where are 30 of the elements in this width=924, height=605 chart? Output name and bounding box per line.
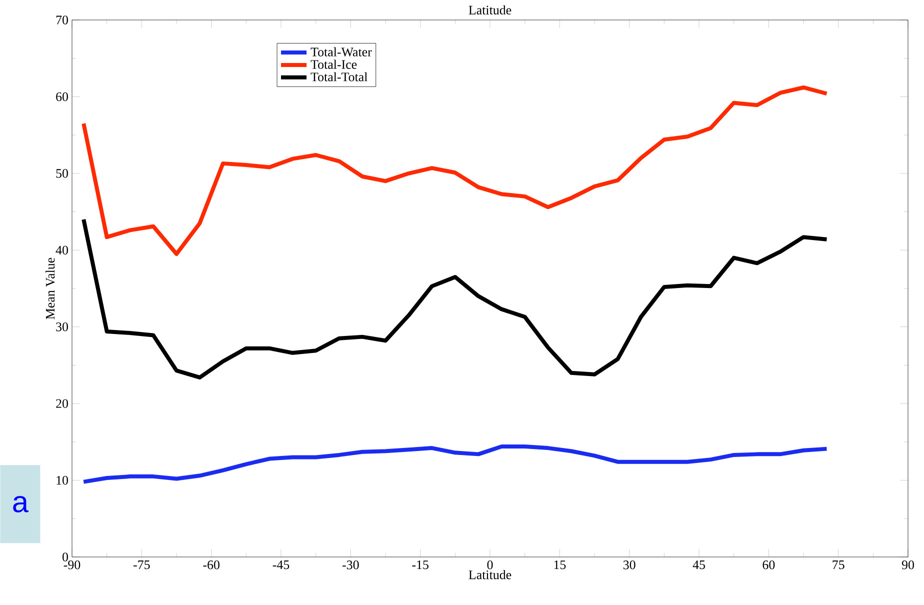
x-tick-label: -30 (342, 560, 359, 570)
x-axis-title: Latitude (468, 570, 512, 580)
x-tick-label: 45 (692, 560, 705, 570)
line-series (82, 85, 829, 256)
chart-title: Latitude (468, 5, 512, 14)
y-tick-label: 50 (56, 169, 68, 178)
y-tick-label: 20 (56, 399, 68, 408)
x-tick-label: -45 (272, 560, 290, 570)
line-series (82, 217, 829, 380)
text: a (13, 496, 29, 512)
x-tick-label: 60 (762, 560, 775, 570)
legend-label: Total-Total (310, 72, 368, 82)
x-tick-label: 75 (832, 560, 844, 570)
y-axis-title: Mean Value (46, 258, 55, 320)
x-tick-label: -15 (412, 560, 428, 570)
x-tick-label: -75 (134, 560, 150, 570)
x-tick-label: -90 (64, 560, 80, 570)
y-tick-label: 10 (56, 476, 68, 485)
x-tick-label: 15 (554, 560, 566, 570)
y-tick-label: 30 (56, 322, 68, 332)
x-tick-label: 0 (487, 560, 493, 570)
legend-label: Total-Ice (310, 60, 357, 69)
y-tick-label: 40 (56, 246, 68, 254)
x-tick-label: 90 (902, 560, 914, 570)
y-tick-label: 0 (62, 552, 68, 562)
y-tick-label: 70 (56, 16, 68, 24)
x-tick-label: -60 (203, 560, 220, 570)
y-tick-label: 60 (56, 92, 68, 102)
legend-label: Total-Water (310, 47, 372, 56)
x-tick-label: 30 (623, 560, 636, 570)
